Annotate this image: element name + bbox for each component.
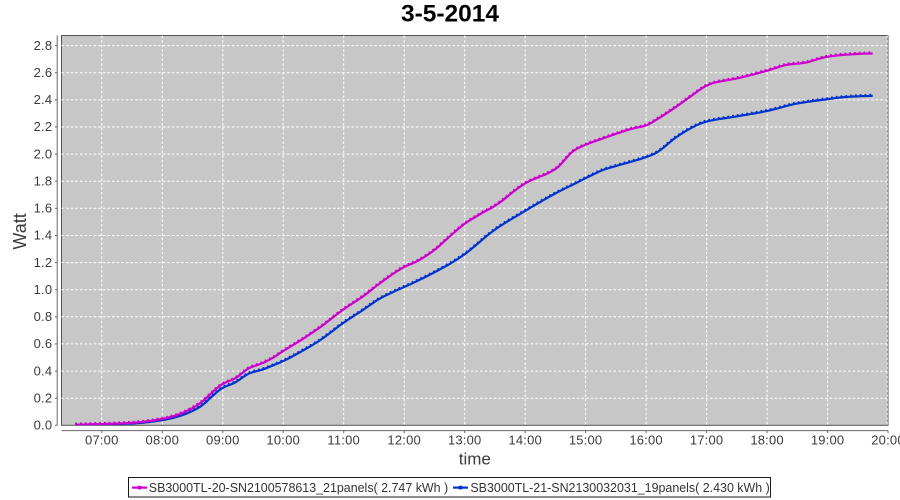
svg-text:10:00: 10:00 bbox=[266, 433, 300, 448]
svg-text:2.6: 2.6 bbox=[34, 65, 53, 80]
svg-text:Watt: Watt bbox=[10, 213, 30, 249]
svg-text:08:00: 08:00 bbox=[146, 433, 180, 448]
svg-text:SB3000TL-20-SN2100578613_21pan: SB3000TL-20-SN2100578613_21panels( 2.747… bbox=[149, 481, 448, 495]
svg-text:2.8: 2.8 bbox=[34, 38, 53, 53]
svg-text:14:00: 14:00 bbox=[508, 433, 542, 448]
svg-text:11:00: 11:00 bbox=[327, 433, 360, 448]
svg-text:18:00: 18:00 bbox=[750, 433, 784, 448]
svg-text:17:00: 17:00 bbox=[690, 433, 724, 448]
svg-text:2.0: 2.0 bbox=[34, 146, 53, 161]
svg-text:1.6: 1.6 bbox=[34, 201, 53, 216]
svg-text:time: time bbox=[459, 449, 491, 468]
svg-text:1.2: 1.2 bbox=[34, 255, 53, 270]
svg-text:2.4: 2.4 bbox=[34, 92, 53, 107]
svg-text:16:00: 16:00 bbox=[629, 433, 663, 448]
svg-text:0.4: 0.4 bbox=[34, 363, 53, 378]
svg-text:19:00: 19:00 bbox=[811, 433, 845, 448]
svg-text:SB3000TL-21-SN2130032031_19pan: SB3000TL-21-SN2130032031_19panels( 2.430… bbox=[470, 481, 769, 495]
svg-text:3-5-2014: 3-5-2014 bbox=[401, 0, 499, 27]
svg-text:1.8: 1.8 bbox=[34, 173, 53, 188]
svg-text:09:00: 09:00 bbox=[206, 433, 240, 448]
svg-text:12:00: 12:00 bbox=[387, 433, 421, 448]
svg-text:20:00: 20:00 bbox=[871, 433, 900, 448]
svg-text:2.2: 2.2 bbox=[34, 119, 53, 134]
svg-text:1.0: 1.0 bbox=[34, 282, 53, 297]
svg-text:0.2: 0.2 bbox=[34, 390, 53, 405]
svg-text:07:00: 07:00 bbox=[85, 433, 119, 448]
svg-text:0.8: 0.8 bbox=[34, 309, 53, 324]
svg-text:13:00: 13:00 bbox=[448, 433, 482, 448]
svg-text:1.4: 1.4 bbox=[34, 228, 53, 243]
svg-text:0.0: 0.0 bbox=[34, 418, 53, 433]
svg-text:15:00: 15:00 bbox=[569, 433, 603, 448]
svg-text:0.6: 0.6 bbox=[34, 336, 53, 351]
